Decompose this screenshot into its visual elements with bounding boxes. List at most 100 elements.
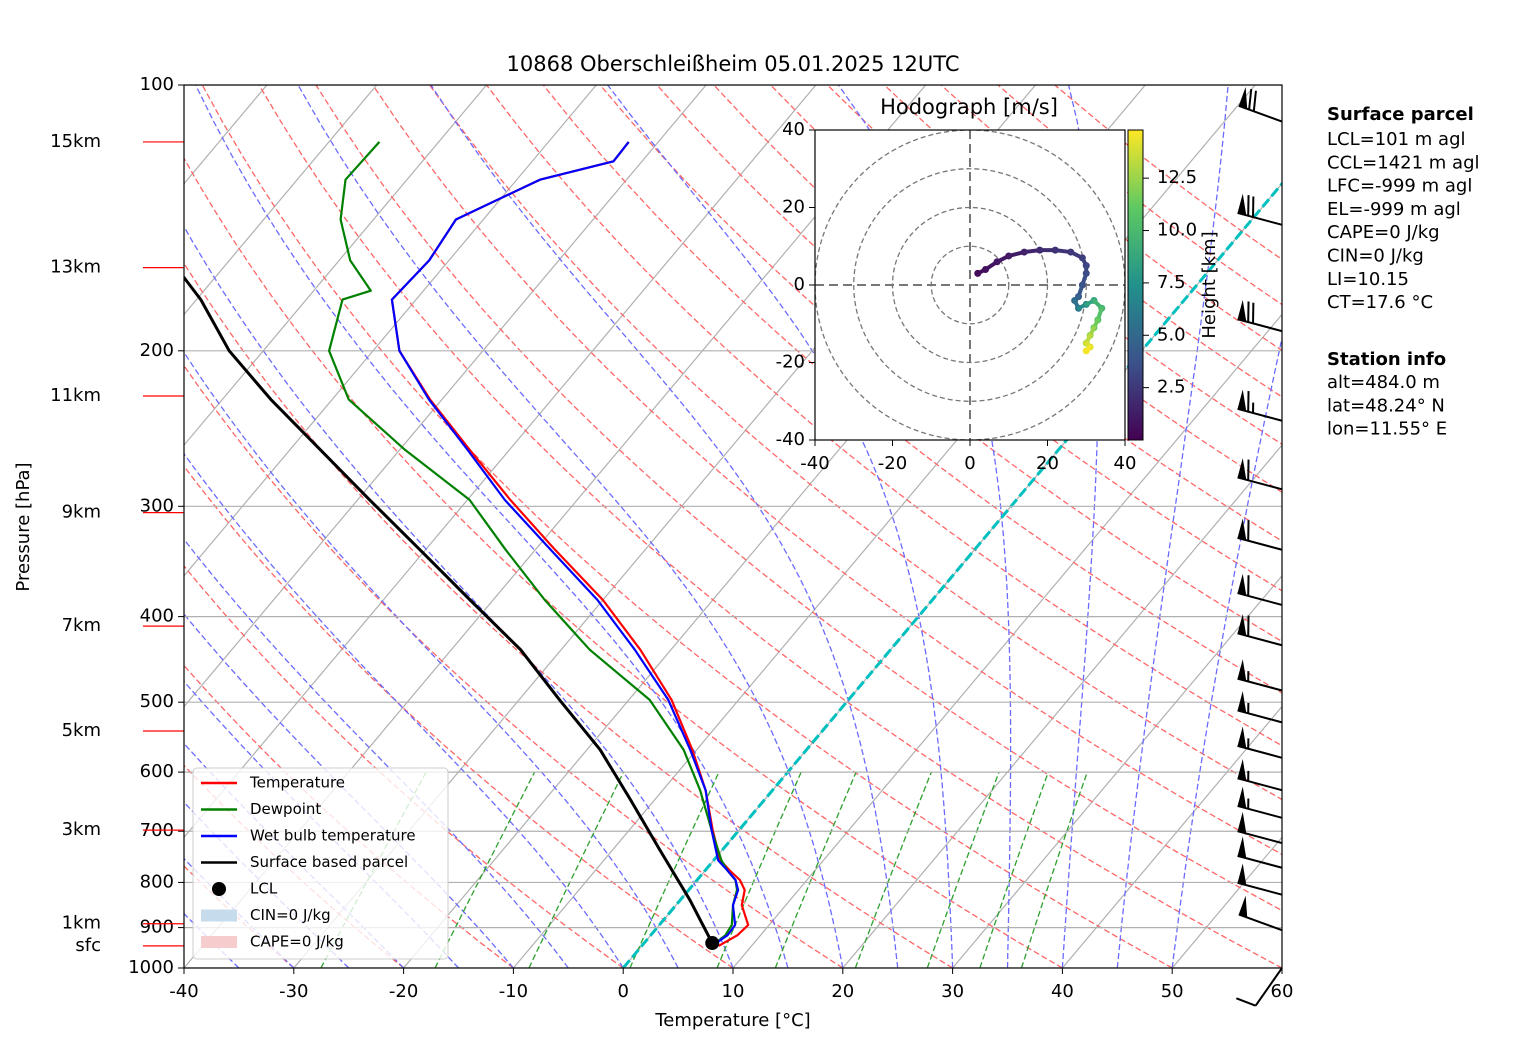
x-axis-label: Temperature [°C] [654, 1010, 810, 1031]
info-line: LFC=-999 m agl [1327, 176, 1472, 197]
lcl-marker [705, 936, 719, 950]
height-label: 7km [62, 615, 101, 636]
info-line: alt=484.0 m [1327, 372, 1440, 393]
colorbar-label: Height [km] [1199, 231, 1220, 338]
info-line: EL=-999 m agl [1327, 199, 1461, 220]
x-tick-label: -10 [499, 981, 528, 1002]
barb-flag [1238, 574, 1247, 596]
barb-flag [1238, 194, 1247, 216]
barb-full [1236, 998, 1255, 1005]
barb-flag [1238, 300, 1247, 322]
info-line: lon=11.55° E [1327, 419, 1447, 440]
overlay: 1002003004005006007008009001000-40-30-20… [50, 74, 1479, 1006]
y-tick-label: 600 [140, 761, 174, 782]
info-line: CAPE=0 J/kg [1327, 222, 1440, 243]
y-tick-label: -20 [776, 352, 805, 373]
x-tick-label: 0 [964, 453, 975, 474]
colorbar-tick-label: 10.0 [1157, 220, 1197, 241]
barb-flag [1238, 759, 1247, 781]
legend-swatch [201, 936, 237, 948]
barb-flag [1238, 727, 1247, 749]
barb-flag [1238, 390, 1247, 412]
colorbar-tick-label: 2.5 [1157, 377, 1186, 398]
colorbar-tick-label: 12.5 [1157, 167, 1197, 188]
y-tick-label: 500 [140, 691, 174, 712]
wind-barb [1238, 458, 1282, 489]
legend-swatch [201, 910, 237, 922]
x-tick-label: -20 [389, 981, 418, 1002]
height-label: 3km [62, 819, 101, 840]
barb-staff [1238, 477, 1282, 489]
x-tick-label: -20 [878, 453, 907, 474]
x-tick-label: 40 [1051, 981, 1074, 1002]
colorbar [1128, 130, 1143, 440]
barb-flag [1239, 87, 1247, 109]
barb-flag [1238, 812, 1247, 834]
barb-flag [1238, 787, 1247, 809]
wind-barb [1238, 300, 1282, 331]
wind-barb [1239, 896, 1282, 931]
colorbar-tick-label: 5.0 [1157, 324, 1186, 345]
barb-staff [1238, 213, 1282, 225]
height-label: 9km [62, 502, 101, 523]
legend-label: Surface based parcel [250, 853, 408, 871]
wind-barb [1238, 390, 1282, 421]
x-tick-label: 10 [722, 981, 745, 1002]
colorbar-tick-label: 7.5 [1157, 272, 1186, 293]
legend-label: LCL [250, 880, 278, 898]
legend-label: CAPE=0 J/kg [250, 933, 344, 951]
panel-title: Surface parcel [1327, 104, 1474, 125]
y-tick-label: 20 [782, 197, 805, 218]
legend-label: CIN=0 J/kg [250, 906, 331, 924]
x-tick-label: 50 [1161, 981, 1184, 1002]
mixing-ratio-line [980, 772, 1048, 968]
y-tick-label: 800 [140, 871, 174, 892]
x-tick-label: 30 [941, 981, 964, 1002]
barb-flag [1239, 896, 1247, 918]
info-line: lat=48.24° N [1327, 395, 1445, 416]
legend-label: Temperature [249, 774, 345, 792]
hodograph-title: Hodograph [m/s] [880, 95, 1058, 119]
wind-barb [1238, 759, 1282, 790]
y-tick-label: 0 [794, 274, 805, 295]
y-tick-label: 1000 [128, 957, 174, 978]
barb-flag [1238, 614, 1247, 636]
y-tick-label: 40 [782, 119, 805, 140]
x-tick-label: -30 [279, 981, 308, 1002]
info-line: CT=17.6 °C [1327, 292, 1433, 313]
x-tick-label: -40 [169, 981, 198, 1002]
barb-flag [1238, 458, 1247, 480]
x-tick-label: 0 [617, 981, 628, 1002]
wind-barb [1238, 691, 1282, 722]
barb-full [1254, 91, 1256, 112]
y-tick-label: 100 [140, 74, 174, 95]
wind-barb [1238, 574, 1282, 605]
y-tick-label: 900 [140, 917, 174, 938]
height-label: 15km [50, 131, 101, 152]
x-tick-label: 20 [1036, 453, 1059, 474]
info-line: CCL=1421 m agl [1327, 152, 1480, 173]
barb-flag [1238, 659, 1247, 681]
x-tick-label: 40 [1114, 453, 1137, 474]
x-tick-label: 60 [1271, 981, 1294, 1002]
height-label: 1km [62, 913, 101, 934]
x-tick-label: -40 [800, 453, 829, 474]
height-label: sfc [75, 935, 101, 956]
panel-title: Station info [1327, 349, 1446, 370]
info-line: LCL=101 m agl [1327, 129, 1466, 150]
y-tick-label: 200 [140, 340, 174, 361]
hodograph-point [1083, 347, 1090, 354]
y-tick-label: -40 [776, 429, 805, 450]
wind-barb [1239, 87, 1282, 122]
mixing-ratio-line [435, 772, 534, 968]
hodograph: -40 -20 0 20 40 -40 -20 0 20 40 2.5 5.0 7.5 10.0 12.5 [776, 119, 1197, 474]
y-tick-label: 400 [140, 606, 174, 627]
chart-title: 10868 Oberschleißheim 05.01.2025 12UTC [507, 52, 960, 76]
x-tick-label: 20 [831, 981, 854, 1002]
info-line: LI=10.15 [1327, 269, 1409, 290]
legend-swatch [212, 882, 226, 896]
legend-label: Dewpoint [250, 800, 321, 818]
info-line: CIN=0 J/kg [1327, 246, 1424, 267]
